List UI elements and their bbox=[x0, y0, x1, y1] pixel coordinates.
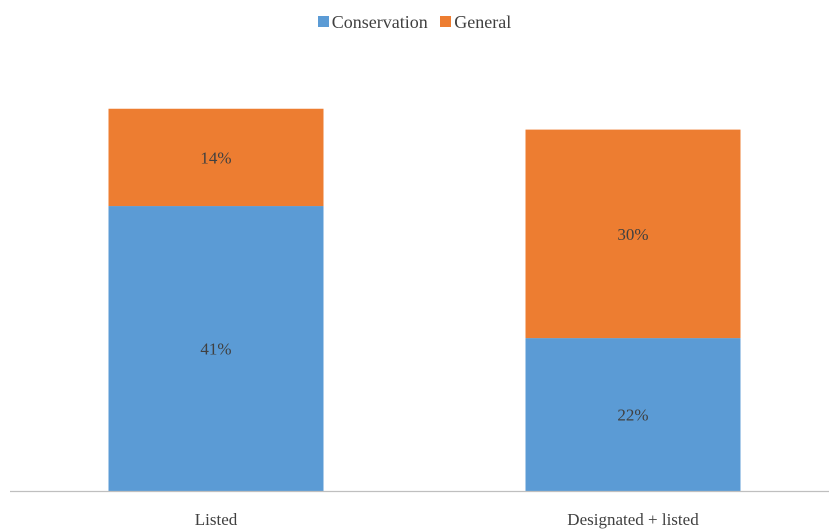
legend-swatch-general bbox=[440, 16, 452, 27]
legend-item-conservation: Conservation bbox=[317, 12, 428, 33]
legend-label-general: General bbox=[454, 12, 512, 32]
data-label-general-2: 30% bbox=[617, 225, 648, 244]
bar-conservation-1 bbox=[108, 206, 324, 492]
bar-general-1 bbox=[108, 108, 324, 207]
data-label-conservation-1: 41% bbox=[200, 340, 231, 359]
chart-legend: Conservation General bbox=[0, 12, 829, 33]
bar-conservation-2 bbox=[525, 338, 741, 491]
category-label-1: Listed bbox=[195, 510, 238, 529]
legend-swatch-conservation bbox=[317, 16, 329, 27]
bar-general-2 bbox=[525, 129, 741, 339]
data-label-general-1: 14% bbox=[200, 148, 231, 167]
legend-item-general: General bbox=[440, 12, 511, 33]
category-label-2: Designated + listed bbox=[567, 510, 699, 529]
data-label-conservation-2: 22% bbox=[617, 406, 648, 425]
legend-label-conservation: Conservation bbox=[331, 12, 428, 32]
